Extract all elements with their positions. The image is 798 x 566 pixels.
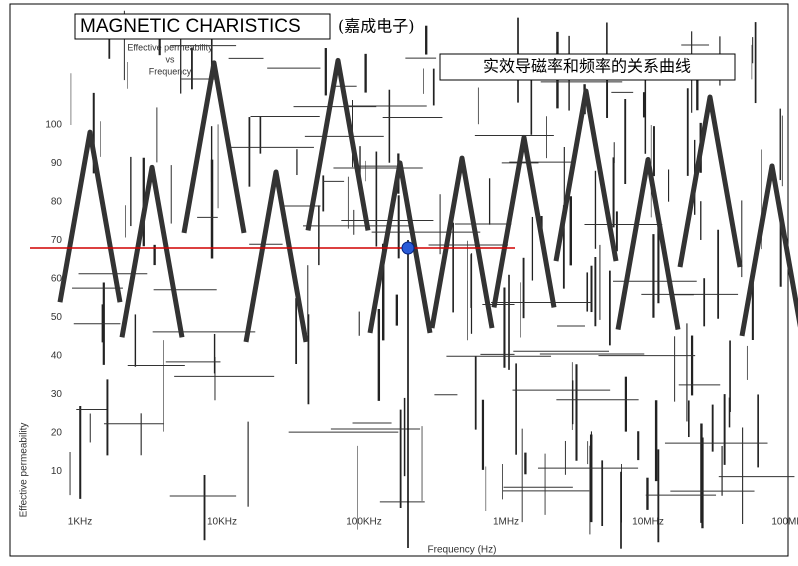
inset-line: Frequency (149, 66, 192, 76)
x-tick-label: 10MHz (632, 517, 664, 528)
y-tick-label: 10 (51, 466, 63, 477)
x-tick-label: 1MHz (493, 517, 519, 528)
y-tick-label: 30 (51, 389, 63, 400)
y-tick-label: 40 (51, 351, 63, 362)
scan-texture (57, 10, 798, 549)
texture-curve (553, 88, 619, 262)
marker-point (401, 241, 415, 255)
y-tick-label: 90 (51, 158, 63, 169)
y-tick-label: 60 (51, 274, 63, 285)
texture-curve (305, 57, 371, 231)
texture-curve (677, 94, 743, 268)
y-tick-label: 20 (51, 428, 63, 439)
texture-curve (181, 60, 247, 234)
company: (嘉成电子) (338, 17, 415, 36)
texture-curve (243, 169, 309, 343)
x-axis-title: Frequency (Hz) (428, 545, 497, 556)
title: MAGNETIC CHARISTICS (80, 16, 301, 37)
title-box (74, 13, 331, 40)
texture-curve (615, 157, 681, 330)
y-tick-label: 100 (45, 120, 62, 131)
texture-curve (491, 134, 557, 308)
texture-curve (57, 129, 123, 303)
x-tick-label: 100MHz (771, 517, 798, 528)
subtitle-box (439, 53, 736, 81)
x-tick-label: 100KHz (346, 517, 382, 528)
x-tick-label: 1KHz (68, 517, 92, 528)
inset-line: Effective permeability (127, 42, 213, 52)
texture-curve (119, 164, 185, 338)
texture-curve (429, 155, 495, 329)
texture-curve (367, 160, 433, 334)
y-tick-label: 80 (51, 197, 63, 208)
x-tick-label: 10KHz (207, 517, 237, 528)
texture-curve (739, 163, 798, 337)
y-tick-label: 70 (51, 235, 63, 246)
y-tick-label: 50 (51, 312, 63, 323)
y-axis-title: Effective permeability (19, 423, 30, 518)
subtitle: 实效导磁率和频率的关系曲线 (483, 57, 691, 76)
inset-line: vs (166, 54, 176, 64)
